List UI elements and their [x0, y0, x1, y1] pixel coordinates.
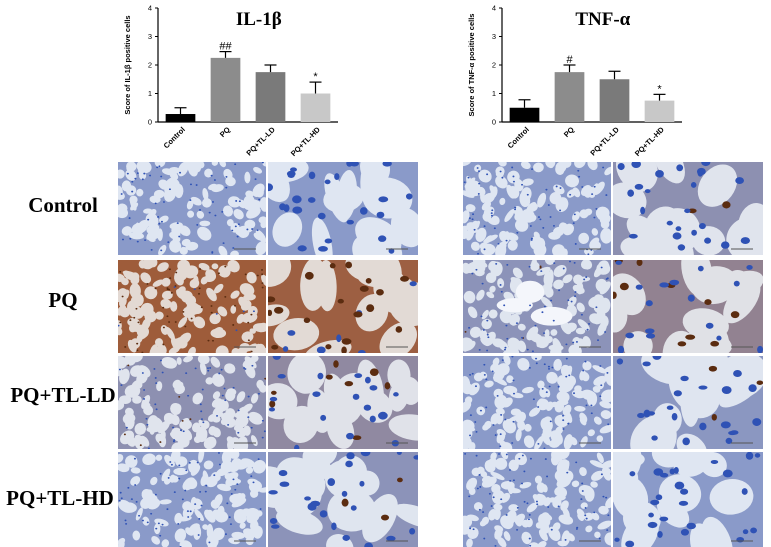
micrograph-control-il1b-high-mag — [268, 162, 418, 255]
il1b-category-label: PQ+TL-HD — [289, 125, 322, 158]
micrograph-pq-tnfa-low-mag — [463, 260, 611, 353]
tnfa-category-label: PQ+TL-HD — [633, 125, 666, 158]
micrograph-control-tnfa-high-mag — [613, 162, 763, 255]
il1b-significance-mark: * — [313, 71, 318, 83]
il1b-bar — [210, 57, 241, 122]
micrograph-pq-tl-ld-il1b-low-mag — [118, 356, 266, 449]
row-label-control: Control — [28, 193, 98, 217]
tnfa-category-label: PQ+TL-LD — [588, 125, 621, 158]
tnfa-title: TNF-α — [575, 9, 630, 30]
il1b-bar — [255, 72, 286, 122]
tnfa-bar — [599, 79, 630, 122]
tnfa-y-tick-label: 3 — [492, 32, 496, 41]
tnfa-y-tick-label: 1 — [492, 89, 496, 98]
micrograph-pq-tl-ld-tnfa-low-mag — [463, 356, 611, 449]
row-label-pq-tl-hd: PQ+TL-HD — [6, 486, 114, 510]
il1b-title: IL-1β — [236, 9, 282, 30]
il1b-category-label: PQ+TL-LD — [244, 125, 277, 158]
il1b-y-tick-label: 4 — [148, 4, 152, 13]
il1b-category-label: Control — [162, 125, 187, 150]
il1b-y-tick-label: 0 — [148, 118, 152, 127]
micrograph-pq-tl-ld-il1b-high-mag — [268, 356, 418, 449]
il1b-y-tick-label: 2 — [148, 61, 152, 70]
row-label-pq-tl-ld: PQ+TL-LD — [10, 383, 116, 407]
tnfa-significance-mark: * — [657, 83, 662, 95]
il1b-y-tick-label: 3 — [148, 32, 152, 41]
micrograph-control-tnfa-low-mag — [463, 162, 611, 255]
micrograph-pq-tl-hd-il1b-low-mag — [118, 452, 266, 547]
tnfa-y-tick-label: 2 — [492, 61, 496, 70]
il1b-y-tick-label: 1 — [148, 89, 152, 98]
tnfa-category-label: Control — [506, 125, 531, 150]
tnfa-y-tick-label: 4 — [492, 4, 496, 13]
micrograph-pq-tl-hd-tnfa-low-mag — [463, 452, 611, 547]
micrograph-control-il1b-low-mag — [118, 162, 266, 255]
il1b-bar-chart: Score of IL-1β positive cells 0 1 2 3 4 Contro… — [123, 4, 338, 158]
il1b-bar — [165, 114, 196, 122]
micrograph-pq-tl-ld-tnfa-high-mag — [613, 356, 763, 449]
micrograph-pq-tl-hd-il1b-high-mag — [268, 452, 418, 547]
tnfa-category-label: PQ — [562, 125, 576, 139]
tnfa-bar-chart: Score of TNF-α positive cells 0 1 2 3 4 Contro… — [467, 4, 682, 158]
tnfa-y-tick-label: 0 — [492, 118, 496, 127]
il1b-category-label: PQ — [218, 125, 232, 139]
micrograph-pq-il1b-low-mag — [118, 260, 266, 353]
micrograph-pq-il1b-high-mag — [268, 260, 418, 353]
il1b-bar — [300, 93, 331, 122]
tnfa-y-axis-label: Score of TNF-α positive cells — [467, 14, 476, 117]
tnfa-bar — [509, 107, 540, 122]
il1b-y-axis-label: Score of IL-1β positive cells — [123, 15, 132, 114]
micrograph-pq-tnfa-high-mag — [613, 260, 763, 353]
tnfa-significance-mark: # — [566, 54, 573, 66]
il1b-significance-mark: ## — [219, 41, 232, 53]
micrograph-pq-tl-hd-tnfa-high-mag — [613, 452, 763, 547]
row-label-pq: PQ — [48, 288, 78, 312]
tnfa-bar — [554, 72, 585, 122]
tnfa-bar — [644, 100, 675, 122]
